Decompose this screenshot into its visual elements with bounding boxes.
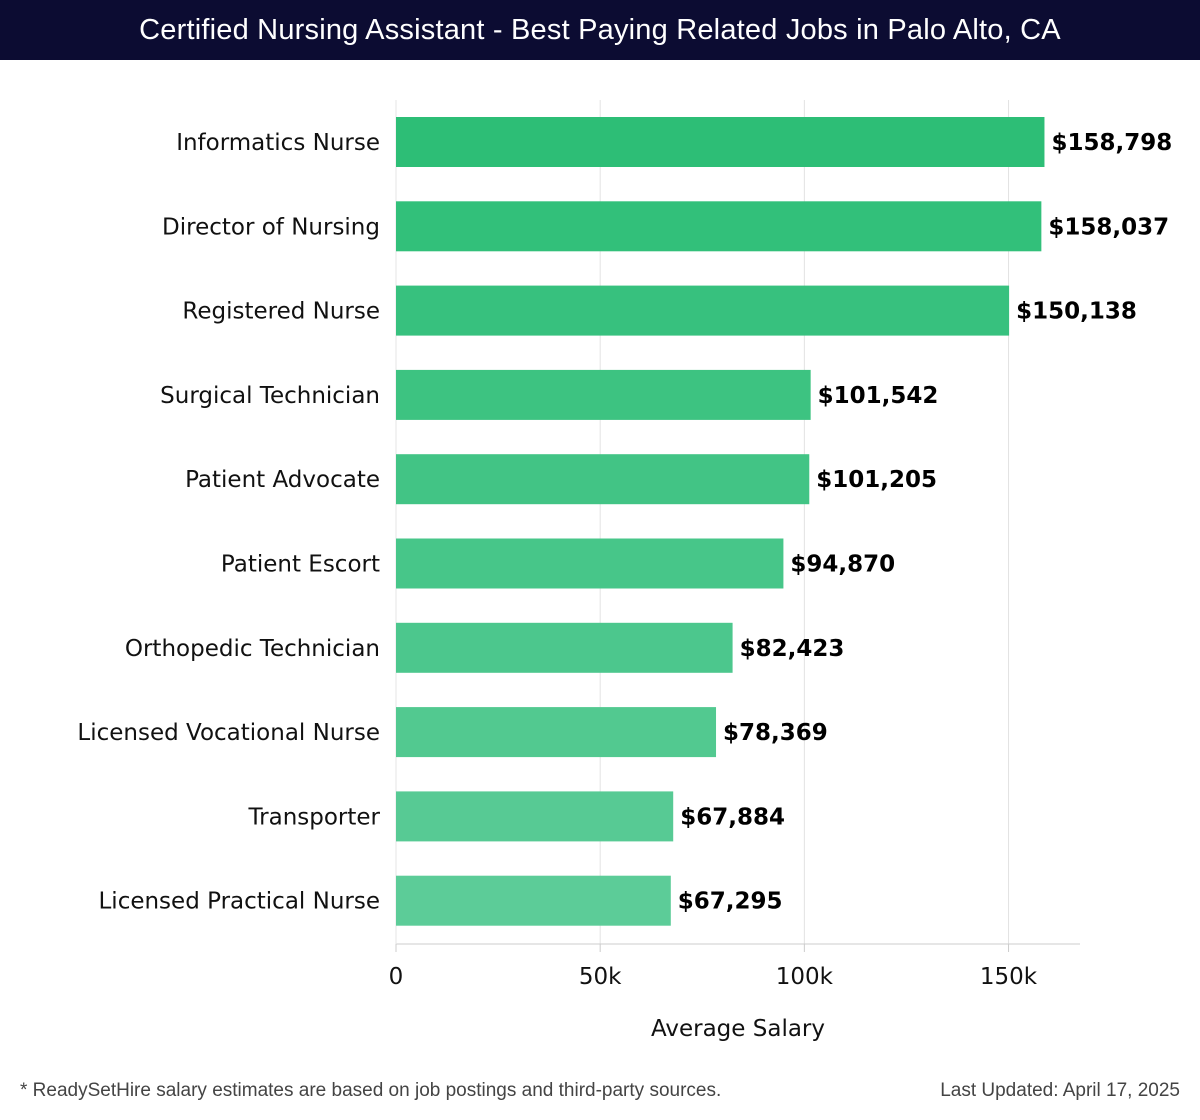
footer-note: * ReadySetHire salary estimates are base… — [20, 1080, 722, 1101]
bar — [396, 285, 1010, 336]
category-label: Orthopedic Technician — [125, 636, 380, 662]
value-label: $94,870 — [790, 552, 895, 578]
value-label: $150,138 — [1016, 299, 1137, 325]
bar — [396, 875, 671, 926]
category-label: Licensed Vocational Nurse — [77, 720, 380, 746]
value-label: $82,423 — [740, 636, 845, 662]
bar — [396, 117, 1045, 167]
bar — [396, 454, 810, 505]
bar — [396, 538, 784, 589]
category-label: Patient Escort — [221, 552, 380, 578]
value-label: $67,884 — [680, 804, 785, 830]
x-axis-title: Average Salary — [651, 1016, 825, 1042]
chart-title-bar: Certified Nursing Assistant - Best Payin… — [0, 0, 1200, 60]
bar — [396, 707, 717, 758]
category-label: Surgical Technician — [160, 383, 380, 409]
chart-title: Certified Nursing Assistant - Best Payin… — [139, 13, 1061, 46]
category-label: Transporter — [247, 804, 380, 830]
category-label: Informatics Nurse — [176, 130, 380, 156]
bar — [396, 201, 1042, 252]
bar — [396, 369, 811, 420]
value-label: $158,037 — [1048, 214, 1169, 240]
category-label: Registered Nurse — [182, 299, 380, 325]
x-tick-label: 0 — [389, 964, 404, 990]
x-tick-label: 150k — [980, 964, 1038, 990]
category-label: Director of Nursing — [162, 214, 380, 240]
footer-updated: Last Updated: April 17, 2025 — [940, 1080, 1180, 1101]
value-label: $101,205 — [816, 467, 937, 493]
category-label: Licensed Practical Nurse — [98, 889, 380, 915]
value-label: $67,295 — [678, 889, 783, 915]
bar — [396, 622, 733, 673]
x-tick-label: 50k — [579, 964, 622, 990]
category-label: Patient Advocate — [185, 467, 380, 493]
bar — [396, 791, 674, 842]
x-tick-label: 100k — [776, 964, 834, 990]
value-label: $101,542 — [818, 383, 939, 409]
value-label: $158,798 — [1051, 130, 1172, 156]
bar-chart: 0 50k 100k 150k Average Salary Informatics Nu… — [77, 100, 1172, 1042]
value-label: $78,369 — [723, 720, 828, 746]
